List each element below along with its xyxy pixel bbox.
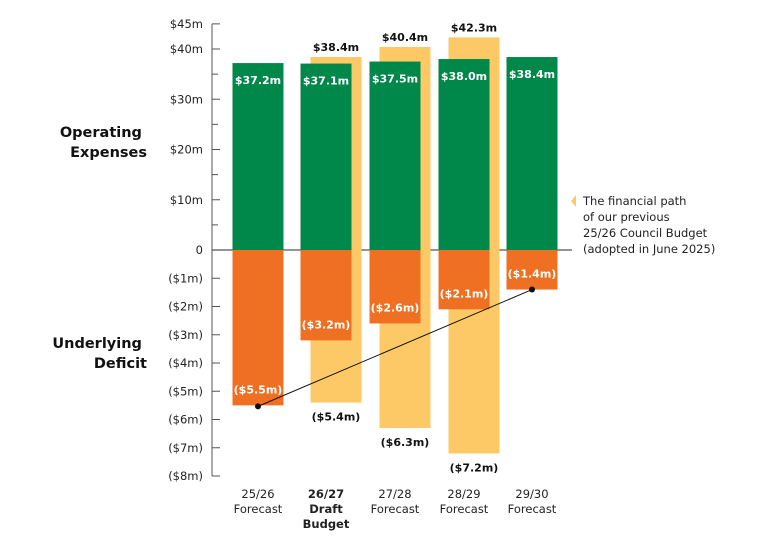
y-tick-label: $45m (170, 17, 203, 31)
legend-marker (571, 195, 576, 207)
category-label: 28/29 (447, 487, 480, 501)
trend-end-point (529, 286, 535, 293)
category-label: 29/30 (515, 487, 548, 501)
expense-bar (232, 63, 284, 250)
expense-bar (438, 59, 490, 250)
deficit-bar (232, 250, 284, 406)
expense-label: $37.5m (372, 73, 418, 86)
expense-label: $38.4m (509, 68, 555, 81)
operating-expenses-label-line: Operating (60, 125, 142, 141)
operating-expenses-label-line: Expenses (70, 145, 147, 161)
previous-expense-label: $42.3m (451, 21, 497, 34)
legend-text-line: 25/26 Council Budget (583, 226, 708, 240)
underlying-deficit-label-line: Underlying (52, 336, 142, 352)
legend-text-line: of our previous (583, 210, 670, 224)
data-labels: $38.4m ($5.4m) $40.4m ($6.3m) $42.3m ($7.2m) $… (234, 21, 557, 474)
deficit-label: ($2.6m) (371, 301, 420, 314)
expense-bar (300, 63, 352, 251)
previous-expense-label: $38.4m (313, 41, 359, 54)
deficit-label: ($2.1m) (440, 287, 489, 300)
y-tick-label: ($1m) (168, 271, 203, 285)
y-tick-label: $20m (170, 143, 203, 157)
deficit-bar (300, 250, 352, 341)
y-tick-label: ($3m) (168, 328, 203, 342)
expense-label: $37.2m (235, 74, 281, 87)
category-label: Budget (303, 517, 350, 531)
previous-expense-label: $40.4m (382, 31, 428, 44)
y-tick-label: ($7m) (168, 441, 203, 455)
y-tick-label: $10m (170, 193, 203, 207)
expense-bar (369, 61, 421, 250)
y-tick-label: $30m (170, 92, 203, 106)
previous-deficit-label: ($5.4m) (312, 411, 361, 424)
trend-line (257, 289, 533, 407)
previous-deficit-label: ($7.2m) (450, 461, 499, 474)
expense-bar (506, 57, 558, 250)
legend-text-line: (adopted in June 2025) (583, 242, 715, 256)
category-label: 27/28 (378, 487, 411, 501)
x-axis-categories: 25/26Forecast26/27DraftBudget27/28Foreca… (234, 487, 557, 531)
category-label: 25/26 (241, 487, 274, 501)
previous-deficit-label: ($6.3m) (381, 436, 430, 449)
trend-start-point (255, 403, 261, 410)
category-label: Forecast (234, 502, 283, 516)
y-tick-label: ($5m) (168, 384, 203, 398)
deficit-label: ($3.2m) (302, 318, 351, 331)
category-label: 26/27 (308, 487, 344, 501)
y-tick-label: ($4m) (168, 356, 203, 370)
y-tick-label: $40m (170, 42, 203, 56)
deficit-bar (438, 250, 490, 310)
underlying-deficit-label-line: Deficit (94, 356, 147, 372)
expense-label: $38.0m (441, 70, 487, 83)
y-tick-label: ($6m) (168, 413, 203, 427)
legend: The financial path of our previous 25/26 C… (571, 194, 715, 256)
deficit-bar (369, 250, 421, 324)
category-label: Forecast (371, 502, 420, 516)
expense-label: $37.1m (303, 75, 349, 88)
underlying-deficit-label: Underlying Deficit (52, 336, 147, 372)
deficit-label: ($1.4m) (508, 268, 557, 281)
category-label: Forecast (508, 502, 557, 516)
deficit-bar (506, 250, 558, 290)
legend-text-line: The financial path (582, 194, 686, 208)
category-label: Draft (309, 502, 343, 516)
y-tick-label: ($8m) (168, 469, 203, 483)
bars (232, 37, 558, 454)
category-label: Forecast (440, 502, 489, 516)
operating-expenses-label: Operating Expenses (60, 125, 147, 161)
y-tick-label: 0 (196, 243, 203, 257)
y-tick-label: ($2m) (168, 300, 203, 314)
deficit-label: ($5.5m) (234, 383, 283, 396)
